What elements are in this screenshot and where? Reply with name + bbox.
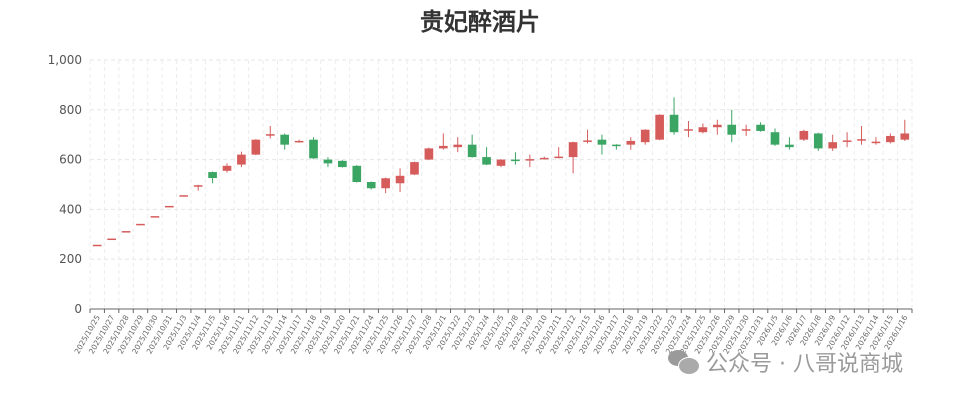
candle-body xyxy=(121,231,131,233)
candle-body xyxy=(438,145,448,149)
candle-body xyxy=(626,140,636,145)
chart-title: 贵妃醉酒片 xyxy=(420,8,540,36)
candle-body xyxy=(164,205,174,208)
candle-body xyxy=(583,140,592,142)
y-tick-label: 1,000 xyxy=(48,53,82,67)
candle-body xyxy=(193,185,203,187)
candle-body xyxy=(265,134,275,136)
candle-body xyxy=(208,172,217,179)
candle-body xyxy=(770,132,780,145)
candle-body xyxy=(712,124,722,128)
candle-body xyxy=(640,129,650,143)
candle-body xyxy=(741,129,751,131)
watermark: 公众号 · 八哥说商城 xyxy=(668,346,903,378)
candle-body xyxy=(900,133,910,140)
candle-body xyxy=(799,130,809,140)
candle-body xyxy=(554,156,564,159)
candle-body xyxy=(612,144,621,147)
candle-body xyxy=(857,139,866,141)
y-tick-label: 400 xyxy=(59,202,82,216)
watermark-text: 公众号 · 八哥说商城 xyxy=(706,352,903,377)
candle-body xyxy=(323,159,333,164)
candle-body xyxy=(338,160,347,168)
y-tick-label: 600 xyxy=(59,153,82,167)
candle-body xyxy=(756,124,765,131)
y-tick-label: 0 xyxy=(74,302,82,316)
candle-body xyxy=(179,195,189,197)
candle-body xyxy=(496,159,506,166)
candle-body xyxy=(511,159,520,162)
candle-body xyxy=(871,141,881,144)
candle-body xyxy=(280,134,290,145)
candle-body xyxy=(525,159,535,161)
candle-body xyxy=(482,157,491,165)
candle-body xyxy=(539,157,549,160)
candle-body xyxy=(669,114,679,133)
candle-body xyxy=(237,154,246,165)
candle-body xyxy=(842,140,852,142)
candle-body xyxy=(107,238,116,241)
candle-body xyxy=(684,129,693,131)
candle-body xyxy=(568,142,578,158)
candle-body xyxy=(92,244,102,247)
candle-body xyxy=(467,144,477,158)
candle-body xyxy=(698,127,708,133)
candle-body xyxy=(309,139,318,159)
y-tick-label: 800 xyxy=(59,103,82,117)
candle-body xyxy=(655,114,664,140)
candle-body xyxy=(410,162,419,175)
candle-body xyxy=(150,216,160,218)
candle-body xyxy=(294,140,304,143)
candle-body xyxy=(813,133,823,149)
candle-body xyxy=(395,175,405,184)
candle-body xyxy=(136,223,145,226)
candle-body xyxy=(597,139,607,145)
candle-body xyxy=(727,124,737,135)
candle-body xyxy=(381,178,390,189)
wechat-icon xyxy=(668,350,700,375)
y-tick-label: 200 xyxy=(59,252,82,266)
candle-body xyxy=(424,148,434,160)
candle-body xyxy=(886,135,895,143)
candle-body xyxy=(222,165,232,171)
candle-body xyxy=(366,182,376,189)
candle-body xyxy=(453,144,463,148)
candle-body xyxy=(251,139,261,155)
candle-body xyxy=(828,142,838,149)
candle-body xyxy=(785,144,794,148)
candle-body xyxy=(352,165,362,183)
